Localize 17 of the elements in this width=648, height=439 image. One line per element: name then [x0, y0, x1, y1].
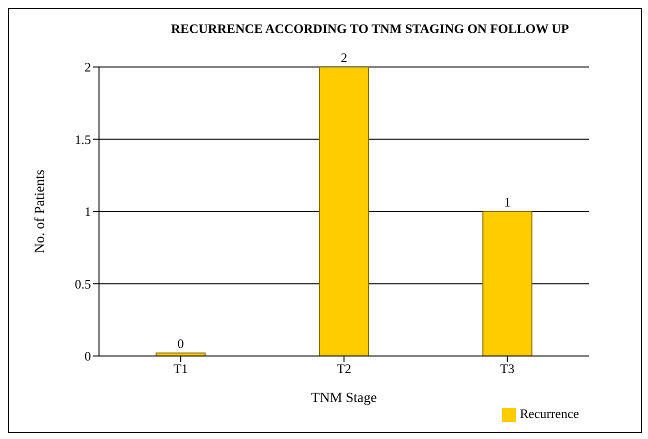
data-label: 1 [504, 194, 511, 210]
chart-title: RECURRENCE ACCORDING TO TNM STAGING ON FOLLOW UP [170, 21, 570, 37]
legend-label: Recurrence [520, 406, 579, 421]
y-tick-label: 0.5 [74, 276, 91, 292]
x-tick-label: T2 [336, 361, 352, 376]
x-axis-title: TNM Stage [311, 390, 377, 406]
data-label: 0 [177, 336, 184, 351]
x-tick-label: T1 [173, 361, 188, 376]
bar [482, 210, 532, 356]
y-axis-title: No. of Patients [32, 170, 48, 254]
y-tick-label: 1 [84, 204, 91, 220]
data-label: 2 [340, 50, 348, 65]
y-tick-label: 1.5 [74, 132, 91, 147]
y-tick-label: 2 [84, 60, 91, 75]
x-tick-label: T3 [500, 361, 515, 376]
y-tick-label: 0 [84, 348, 91, 364]
bar [319, 67, 369, 356]
